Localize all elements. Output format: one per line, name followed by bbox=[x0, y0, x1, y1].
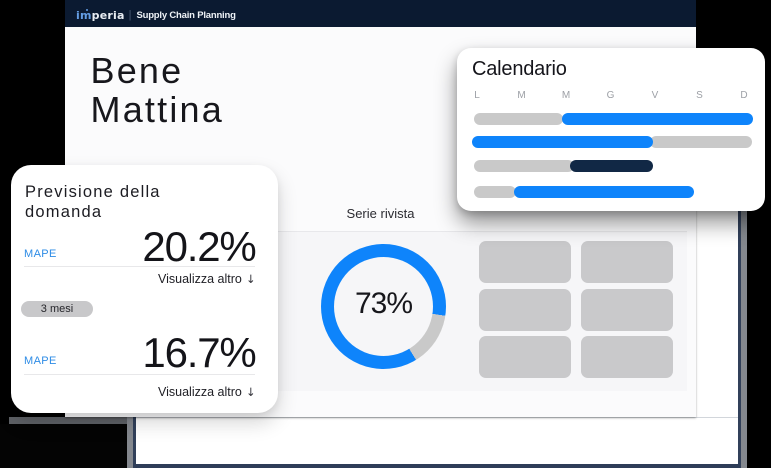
period-badge[interactable]: 3 mesi bbox=[21, 301, 93, 317]
day-header: M bbox=[561, 89, 571, 101]
calendar-bar-row bbox=[457, 135, 765, 148]
dark-window-top-edge bbox=[9, 417, 133, 424]
donut-hole: 73% bbox=[334, 257, 433, 356]
calendar-bar-row bbox=[457, 113, 765, 126]
back-window-right-edge bbox=[740, 211, 747, 468]
series-section-title: Serie rivista bbox=[346, 206, 415, 221]
calendar-bar-navy[interactable] bbox=[570, 160, 653, 173]
back-window-bottom-border bbox=[133, 463, 740, 468]
mape-value: 20.2% bbox=[142, 222, 256, 270]
calendar-bar-blue[interactable] bbox=[513, 185, 694, 199]
mape-value: 16.7% bbox=[142, 328, 256, 376]
day-header: D bbox=[740, 89, 748, 101]
mape-label: MAPE bbox=[24, 355, 57, 367]
down-arrow-icon: ↓ bbox=[245, 272, 256, 286]
logo-peria: peria bbox=[91, 8, 125, 22]
day-header: S bbox=[696, 89, 703, 101]
divider bbox=[24, 374, 255, 375]
placeholder-block bbox=[581, 241, 673, 283]
day-header: V bbox=[651, 89, 659, 101]
placeholder-block bbox=[479, 336, 571, 378]
background-topright-panel bbox=[696, 0, 771, 48]
day-header: L bbox=[474, 89, 480, 101]
see-more-link[interactable]: Visualizza altro ↓ bbox=[158, 272, 255, 286]
placeholder-block bbox=[479, 241, 571, 283]
day-header: M bbox=[517, 89, 526, 101]
forecast-card-title: Previsione della domanda bbox=[25, 182, 161, 221]
down-arrow-icon: ↓ bbox=[245, 385, 256, 399]
placeholder-block bbox=[479, 288, 571, 331]
calendar-bar-blue[interactable] bbox=[562, 113, 753, 126]
placeholder-block bbox=[581, 336, 673, 378]
calendar-card: Calendario L M M G V S D bbox=[457, 47, 765, 211]
see-more-link[interactable]: Visualizza altro ↓ bbox=[158, 385, 255, 399]
calendar-bar-row bbox=[457, 160, 765, 173]
calendar-bar-gray[interactable] bbox=[473, 113, 563, 126]
see-more-label: Visualizza altro bbox=[158, 385, 242, 399]
imperia-logo[interactable]: im peria bbox=[76, 8, 125, 22]
calendar-card-title: Calendario bbox=[472, 57, 567, 80]
greeting-title: Bene Mattina bbox=[90, 49, 224, 130]
back-window-top-edge bbox=[136, 417, 738, 419]
app-header: im peria | Supply Chain Planning bbox=[65, 0, 696, 27]
logo-prefix-text: im bbox=[76, 8, 92, 22]
day-header: G bbox=[606, 89, 615, 101]
logo-m-dot-icon bbox=[86, 8, 89, 11]
dark-window-body bbox=[0, 424, 127, 468]
logo-im: im bbox=[76, 8, 92, 22]
header-separator: | bbox=[128, 9, 132, 21]
back-window-right-border bbox=[738, 211, 741, 468]
placeholder-block bbox=[581, 288, 673, 331]
calendar-bar-gray[interactable] bbox=[650, 135, 752, 148]
calendar-bar-gray[interactable] bbox=[473, 160, 574, 173]
donut-value-label: 73% bbox=[354, 287, 413, 320]
calendar-bar-blue[interactable] bbox=[472, 135, 653, 148]
forecast-card: Previsione della domanda MAPE 20.2% Visu… bbox=[11, 165, 278, 413]
dark-window-right-edge bbox=[127, 417, 133, 468]
divider bbox=[24, 266, 255, 267]
period-badge-label: 3 mesi bbox=[40, 302, 74, 315]
product-name: Supply Chain Planning bbox=[136, 9, 236, 21]
mape-label: MAPE bbox=[24, 248, 57, 260]
calendar-bar-row bbox=[457, 185, 765, 199]
back-window-left-border bbox=[133, 417, 136, 468]
donut-chart[interactable]: 73% bbox=[321, 244, 446, 369]
see-more-label: Visualizza altro bbox=[158, 272, 242, 286]
calendar-bar-gray[interactable] bbox=[473, 185, 516, 199]
